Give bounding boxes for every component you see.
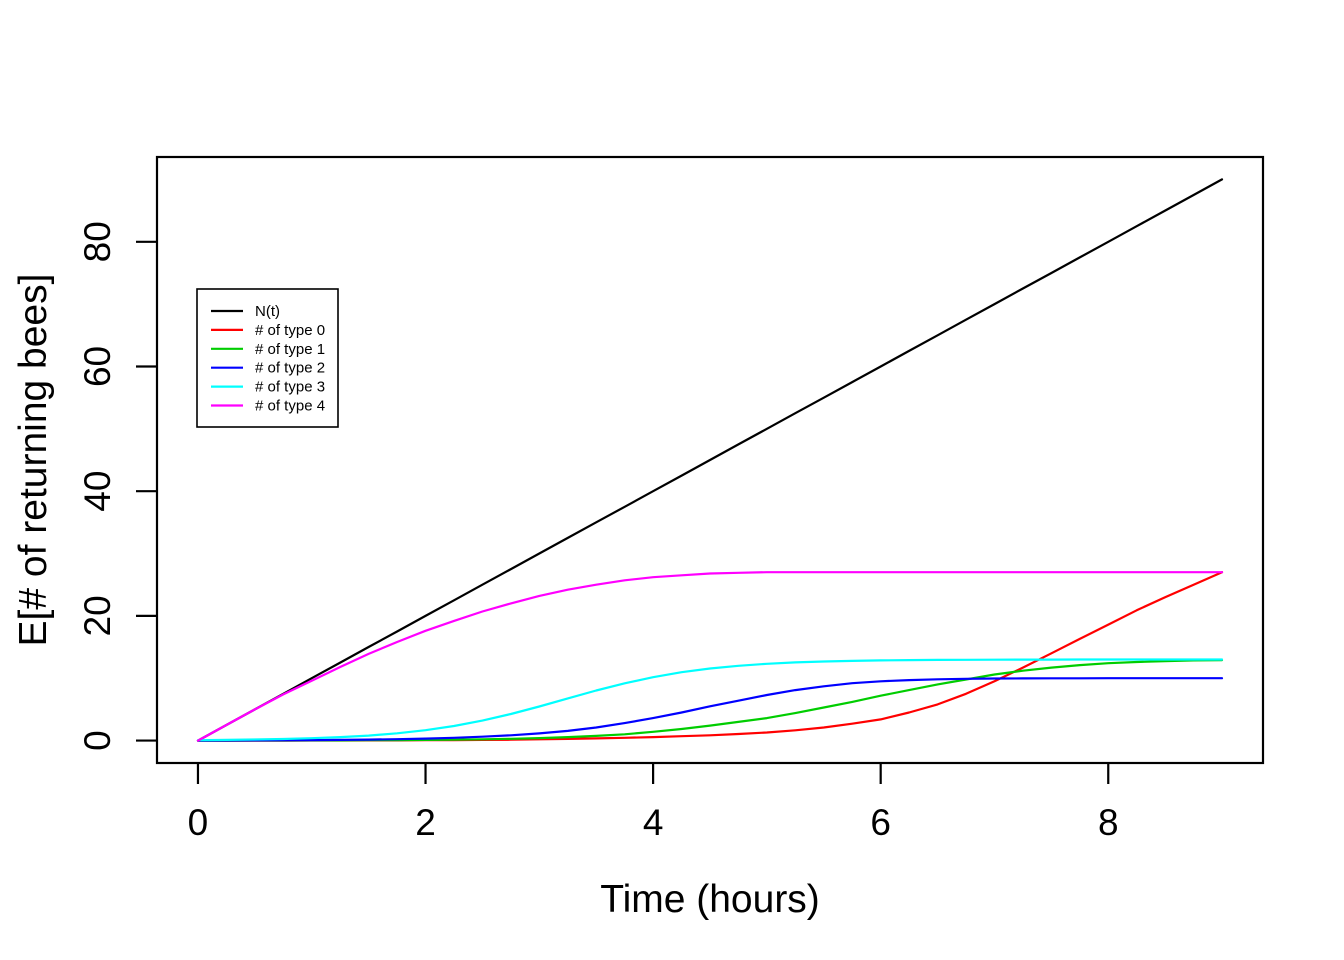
x-tick-label: 6 — [870, 802, 891, 843]
series-line--of-type-2 — [196, 677, 1224, 742]
x-tick-label: 4 — [643, 802, 664, 843]
x-axis-title: Time (hours) — [600, 878, 820, 921]
y-tick-label: 80 — [77, 221, 118, 262]
legend-label: N(t) — [255, 303, 280, 320]
x-tick-label: 8 — [1098, 802, 1119, 843]
y-tick-label: 20 — [77, 595, 118, 636]
x-tick-label: 0 — [188, 802, 209, 843]
legend-label: # of type 2 — [255, 360, 325, 377]
x-axis: 0 2 4 6 8 — [188, 763, 1119, 843]
legend: N(t) # of type 0 # of type 1 # of type 2 # o… — [196, 288, 339, 428]
series-line-n-t- — [196, 178, 1224, 742]
y-axis-title: E[# of returning bees] — [12, 274, 55, 647]
y-tick-label: 0 — [77, 730, 118, 751]
series-lines — [196, 178, 1224, 742]
x-tick-label: 2 — [415, 802, 436, 843]
y-tick-label: 60 — [77, 346, 118, 387]
legend-label: # of type 0 — [255, 322, 325, 339]
y-axis: 0 20 40 60 80 — [77, 221, 157, 751]
plot-border — [155, 155, 1265, 765]
y-tick-label: 40 — [77, 471, 118, 512]
legend-label: # of type 4 — [255, 398, 325, 415]
legend-label: # of type 1 — [255, 341, 325, 358]
series-line--of-type-3 — [196, 658, 1224, 742]
series-line--of-type-1 — [196, 658, 1224, 742]
series-line--of-type-4 — [196, 571, 1224, 742]
legend-label: # of type 3 — [255, 379, 325, 396]
